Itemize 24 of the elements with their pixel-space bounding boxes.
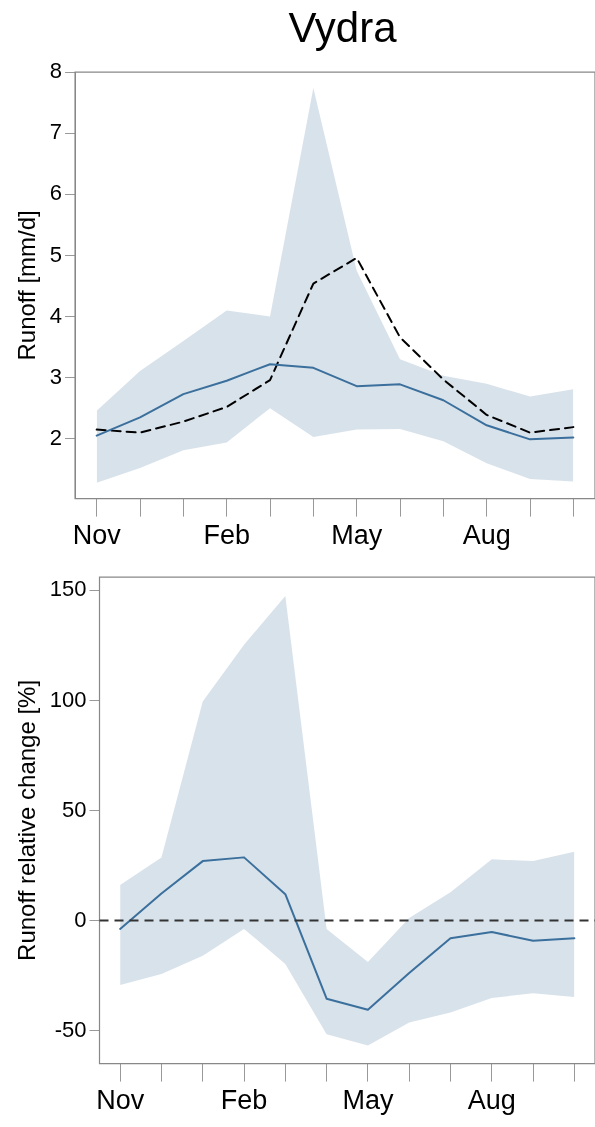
y-axis-title: Runoff [mm/d] — [13, 210, 41, 361]
y-tick-label: 100 — [49, 686, 87, 712]
x-tick-label: May — [331, 520, 383, 551]
y-axis-title: Runoff relative change [%] — [13, 679, 41, 961]
x-tick-label: Nov — [96, 1085, 145, 1116]
y-tick-label: 7 — [49, 119, 63, 145]
line-series — [95, 256, 575, 434]
y-tick-label: 50 — [62, 796, 87, 822]
chart-title: Vydra — [287, 3, 398, 53]
y-tick-label: 0 — [74, 906, 87, 932]
x-tick-label: Nov — [72, 520, 122, 551]
y-tick-label: 3 — [49, 363, 63, 389]
x-tick-label: Aug — [467, 1085, 516, 1116]
y-tick-label: -50 — [54, 1016, 87, 1042]
y-tick-label: 150 — [49, 576, 87, 602]
x-tick-label: Feb — [203, 520, 250, 551]
x-tick-label: Aug — [462, 520, 511, 551]
y-tick-label: 5 — [49, 241, 63, 267]
x-tick-label: May — [342, 1085, 394, 1116]
y-tick-label: 4 — [49, 302, 63, 328]
y-tick-label: 8 — [49, 58, 63, 84]
x-tick-label: Feb — [220, 1085, 268, 1116]
y-tick-label: 6 — [49, 180, 63, 206]
y-tick-label: 2 — [49, 424, 63, 450]
